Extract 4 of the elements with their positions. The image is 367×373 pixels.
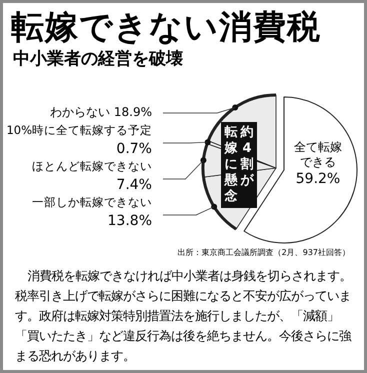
title: 転嫁できない消費税 — [11, 6, 321, 48]
subtitle: 中小業者の経営を破壊 — [13, 48, 183, 70]
body: 消費税を転嫁できなければ中小業者は身銭を切らされます。税率引き上げで転嫁がさらに困難になると不安が広がっています。政府は転嫁対策特別措置法を施行しましたが、「減額」「買いたたき」など違反行為は後を絶ちません。今後さらに強まる恐れがあります。 — [15, 268, 352, 365]
source: 出所：東京商工会議所調査（2月、937社回答） — [178, 247, 350, 258]
